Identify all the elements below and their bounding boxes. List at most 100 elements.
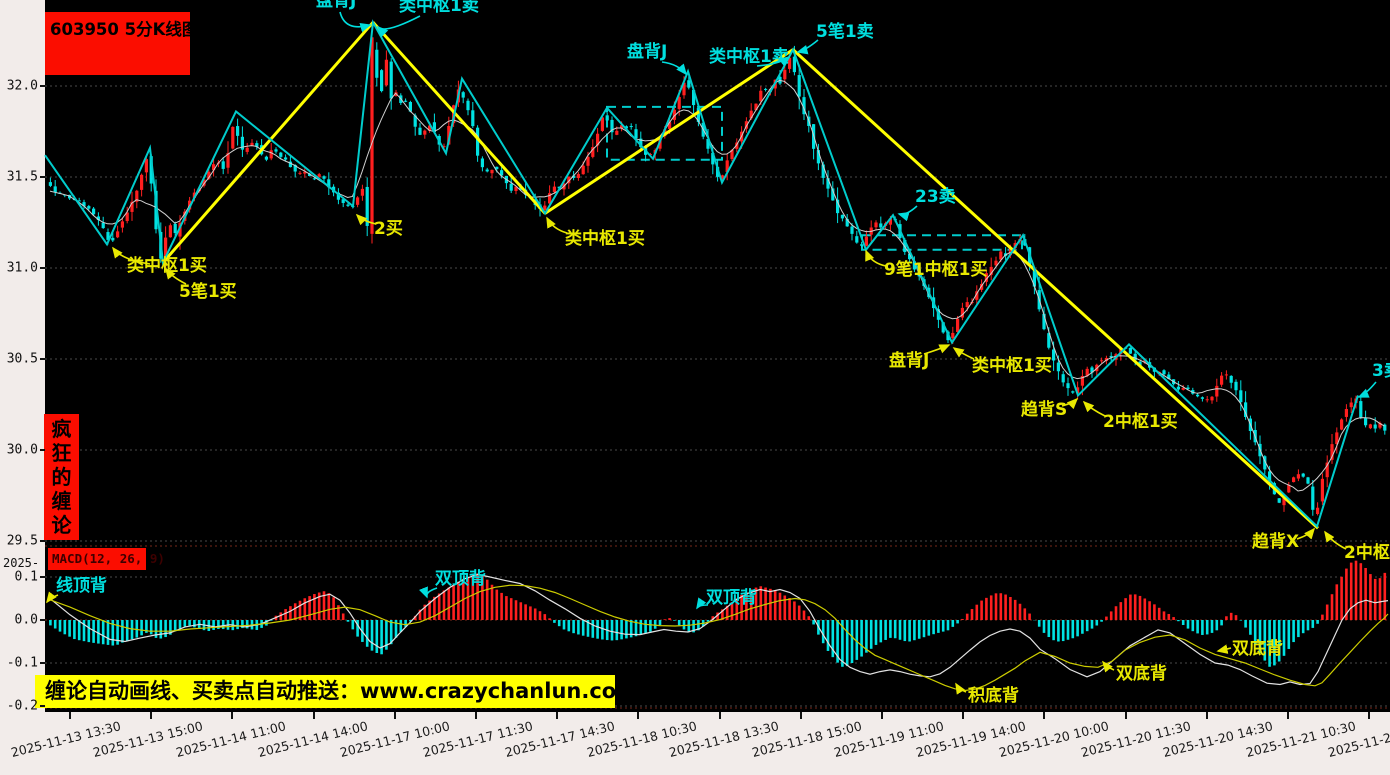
candle-body xyxy=(1316,507,1320,514)
candle-body xyxy=(418,127,422,135)
candle-body xyxy=(384,59,388,86)
price-axis-strip xyxy=(0,0,45,775)
macd-indicator-label: MACD(12, 26, 9) xyxy=(48,548,165,570)
candle-body xyxy=(255,143,259,147)
pivot-zone-box xyxy=(606,105,723,161)
macd-tick-label: 0.0 xyxy=(14,612,38,628)
candle-body xyxy=(101,222,105,229)
candle-body xyxy=(236,126,240,136)
time-tick-mark xyxy=(881,712,883,719)
time-tick-mark xyxy=(1205,712,1208,719)
candle-body xyxy=(860,244,864,246)
price-annotation-leizhongshu-1-buy: 类中枢1买 xyxy=(127,255,207,276)
candle-body xyxy=(111,237,115,241)
macd-annotation-shuangdibei-2: 双底背 xyxy=(1232,638,1283,659)
candle-body xyxy=(797,75,801,97)
candle-body xyxy=(490,169,494,174)
trend-line-yellow xyxy=(791,48,1320,530)
price-annotation-sell-3: 3卖 xyxy=(1372,360,1390,381)
price-annotation-leizhongshu-1-sell: 类中枢1卖 xyxy=(399,0,479,16)
candle-body xyxy=(1268,471,1272,482)
candle-body xyxy=(989,266,993,275)
candle-body xyxy=(975,291,979,300)
candle-body xyxy=(1220,375,1224,385)
candle-body xyxy=(1215,385,1219,397)
candle-body xyxy=(1176,386,1180,390)
pivot-zone-box xyxy=(861,234,1023,251)
candle-body xyxy=(293,164,297,172)
candle-body xyxy=(178,222,182,237)
time-tick-mark xyxy=(475,712,477,719)
price-annotation-arrow-zhongshu-2-buy xyxy=(1082,400,1106,417)
candle-body xyxy=(432,122,436,133)
candle-body xyxy=(735,142,739,149)
candle-body xyxy=(845,218,849,227)
candle-body xyxy=(149,156,153,184)
candle-body xyxy=(1056,362,1060,372)
candle-body xyxy=(1200,397,1204,399)
candle-body xyxy=(720,175,724,179)
candle-body xyxy=(226,153,230,168)
partial-year-label: 2025- xyxy=(3,556,40,570)
brand-char: 论 xyxy=(51,513,72,537)
candle-body xyxy=(1090,367,1094,373)
candle-body xyxy=(495,166,499,170)
candle-body xyxy=(1287,484,1291,493)
candle-body xyxy=(620,125,624,129)
price-annotation-arrow-zhongshu-2-buy-right xyxy=(1324,530,1347,550)
ad-banner[interactable]: 缠论自动画线、买卖点自动推送：www.crazychanlun.com xyxy=(35,675,615,708)
candle-body xyxy=(288,161,292,168)
price-tick-label: 32.0 xyxy=(6,78,38,94)
candle-body xyxy=(1224,374,1228,376)
candle-body xyxy=(1263,456,1267,470)
candle-body xyxy=(711,152,715,165)
candle-body xyxy=(48,182,52,186)
candle-body xyxy=(730,150,734,159)
candle-body xyxy=(135,190,139,202)
price-annotation-leizhongshu-3-buy: 类中枢1买 xyxy=(565,228,645,249)
candle-body xyxy=(783,69,787,80)
candle-body xyxy=(1205,399,1209,401)
price-annotation-arrow-wubi-1-buy xyxy=(165,267,187,285)
price-tick-label: 29.5 xyxy=(6,533,38,549)
candle-body xyxy=(461,92,465,98)
candle-body xyxy=(1373,424,1377,429)
candle-body xyxy=(1296,474,1300,479)
candle-body xyxy=(1042,313,1046,330)
candle-body xyxy=(1282,495,1286,506)
candle-body xyxy=(245,147,249,152)
time-axis-strip xyxy=(45,712,1390,775)
macd-tick-mark xyxy=(40,619,45,621)
candle-body xyxy=(744,121,748,129)
candle-body xyxy=(816,150,820,164)
candle-body xyxy=(269,150,273,159)
price-annotation-buy-2: 2买 xyxy=(374,219,403,239)
candle-body xyxy=(850,226,854,234)
price-tick-mark xyxy=(40,85,45,87)
candle-body xyxy=(274,149,278,152)
price-annotation-panbei-j-2: 盘背J xyxy=(627,41,667,62)
candle-body xyxy=(1196,394,1200,397)
candle-body xyxy=(207,171,211,179)
price-annotation-panbei-j-3: 盘背J xyxy=(889,350,929,371)
macd-annotation-shuangdingbei-2: 双顶背 xyxy=(706,587,757,608)
price-annotation-zhongshu-2-buy-right: 2中枢1买 xyxy=(1344,542,1390,563)
candle-body xyxy=(192,192,196,198)
candle-body xyxy=(77,200,81,202)
ma-line xyxy=(49,79,1385,492)
candle-body xyxy=(1349,402,1353,408)
price-annotation-arrow-leizhongshu-1-buy xyxy=(112,246,151,265)
candle-body xyxy=(855,236,859,243)
candle-body xyxy=(1162,370,1166,375)
candle-body xyxy=(1061,374,1065,383)
time-tick-mark xyxy=(799,712,802,719)
candle-body xyxy=(264,156,268,160)
candle-body xyxy=(1325,462,1329,478)
candle-body xyxy=(202,179,206,186)
price-annotation-arrow-leizhongshu-1-sell xyxy=(376,15,421,38)
trend-line-yellow xyxy=(371,21,547,215)
candle-body xyxy=(908,253,912,260)
candle-body xyxy=(423,130,427,135)
candle-body xyxy=(365,186,369,226)
